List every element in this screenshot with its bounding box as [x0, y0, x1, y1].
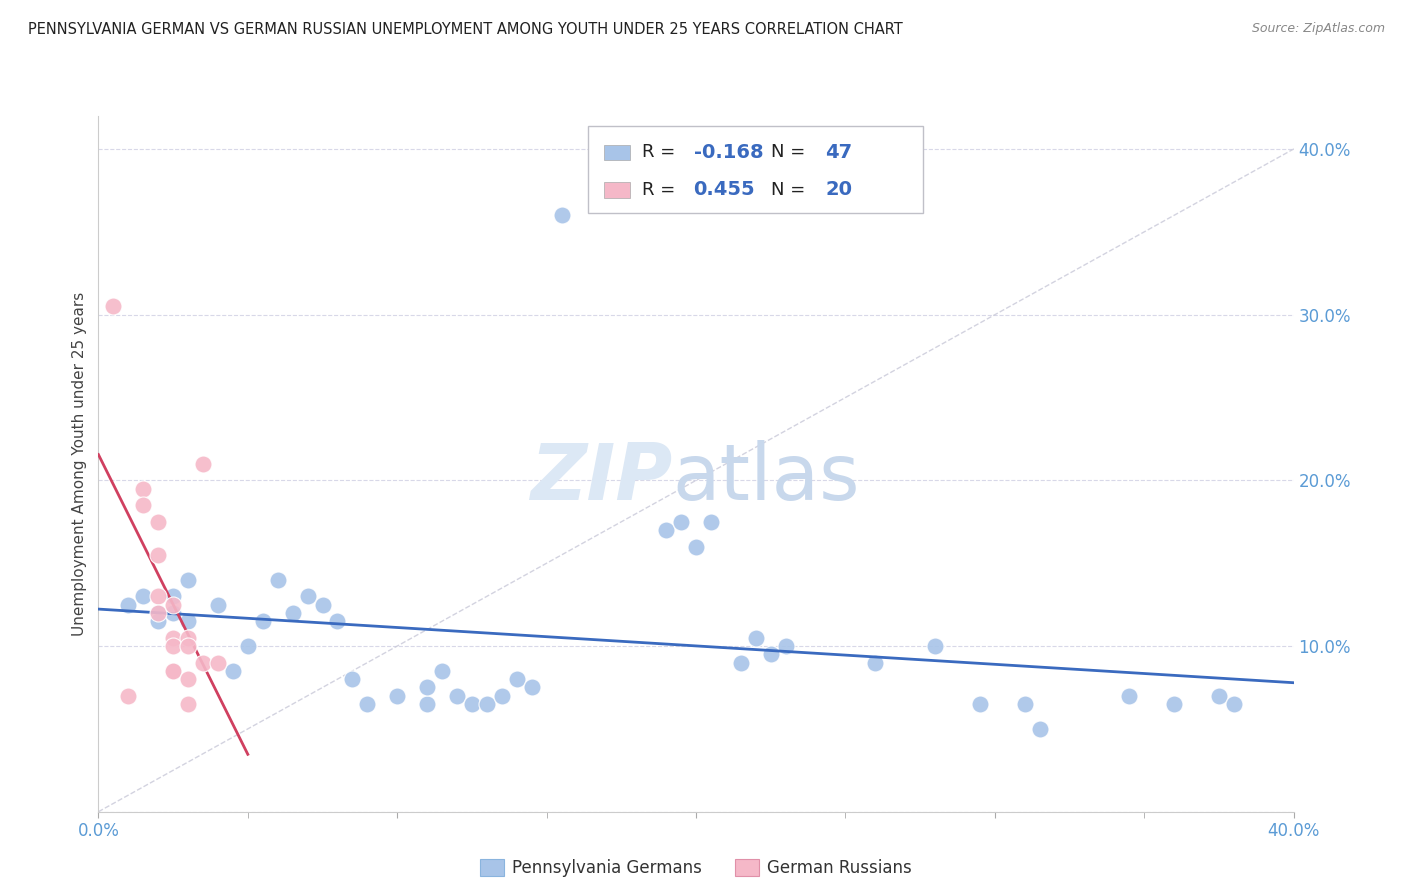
Point: [177, 697, 200, 711]
Text: atlas: atlas: [672, 440, 859, 516]
Point: [132, 482, 155, 496]
Point: [267, 573, 290, 587]
Point: [177, 639, 200, 653]
Point: [207, 598, 229, 612]
Point: [148, 606, 170, 620]
FancyBboxPatch shape: [605, 145, 630, 160]
Point: [446, 689, 468, 703]
Point: [236, 639, 259, 653]
Point: [924, 639, 946, 653]
Point: [162, 664, 184, 678]
Point: [655, 523, 678, 537]
Point: [177, 631, 200, 645]
Point: [700, 515, 723, 529]
Point: [162, 598, 184, 612]
Point: [162, 664, 184, 678]
Point: [177, 672, 200, 686]
Point: [1028, 722, 1050, 736]
Point: [550, 208, 572, 222]
Point: [1208, 689, 1230, 703]
Text: Source: ZipAtlas.com: Source: ZipAtlas.com: [1251, 22, 1385, 36]
Point: [117, 689, 139, 703]
Text: PENNSYLVANIA GERMAN VS GERMAN RUSSIAN UNEMPLOYMENT AMONG YOUTH UNDER 25 YEARS CO: PENNSYLVANIA GERMAN VS GERMAN RUSSIAN UN…: [28, 22, 903, 37]
Point: [148, 590, 170, 604]
Point: [162, 631, 184, 645]
Text: R =: R =: [643, 144, 675, 161]
Text: ZIP: ZIP: [530, 440, 672, 516]
Point: [1014, 697, 1036, 711]
Point: [745, 631, 768, 645]
FancyBboxPatch shape: [605, 182, 630, 197]
Text: N =: N =: [772, 181, 806, 199]
Point: [177, 573, 200, 587]
Point: [775, 639, 797, 653]
Point: [1163, 697, 1185, 711]
Point: [385, 689, 409, 703]
Point: [191, 457, 214, 471]
Y-axis label: Unemployment Among Youth under 25 years: Unemployment Among Youth under 25 years: [72, 292, 87, 636]
Point: [117, 598, 139, 612]
Point: [148, 614, 170, 628]
Text: 0.455: 0.455: [693, 180, 755, 200]
Point: [416, 697, 439, 711]
Point: [207, 656, 229, 670]
Point: [969, 697, 991, 711]
Point: [356, 697, 378, 711]
Point: [281, 606, 304, 620]
Text: 47: 47: [825, 143, 852, 161]
Point: [430, 664, 453, 678]
Point: [730, 656, 752, 670]
Point: [326, 614, 349, 628]
Point: [297, 590, 319, 604]
Text: R =: R =: [643, 181, 675, 199]
Point: [177, 614, 200, 628]
Point: [506, 672, 529, 686]
FancyBboxPatch shape: [588, 127, 922, 213]
Legend: Pennsylvania Germans, German Russians: Pennsylvania Germans, German Russians: [474, 852, 918, 883]
Point: [191, 656, 214, 670]
Point: [162, 639, 184, 653]
Text: 20: 20: [825, 180, 852, 200]
Text: N =: N =: [772, 144, 806, 161]
Point: [342, 672, 364, 686]
Point: [1118, 689, 1140, 703]
Point: [475, 697, 498, 711]
Point: [252, 614, 274, 628]
Point: [685, 540, 707, 554]
Point: [520, 681, 543, 695]
Text: -0.168: -0.168: [693, 143, 763, 161]
Point: [669, 515, 692, 529]
Point: [162, 590, 184, 604]
Point: [103, 300, 125, 314]
Point: [222, 664, 245, 678]
Point: [865, 656, 887, 670]
Point: [416, 681, 439, 695]
Point: [148, 548, 170, 562]
Point: [491, 689, 513, 703]
Point: [162, 606, 184, 620]
Point: [148, 515, 170, 529]
Point: [759, 648, 782, 662]
Point: [311, 598, 333, 612]
Point: [1223, 697, 1246, 711]
Point: [148, 606, 170, 620]
Point: [132, 590, 155, 604]
Point: [132, 498, 155, 512]
Point: [461, 697, 484, 711]
